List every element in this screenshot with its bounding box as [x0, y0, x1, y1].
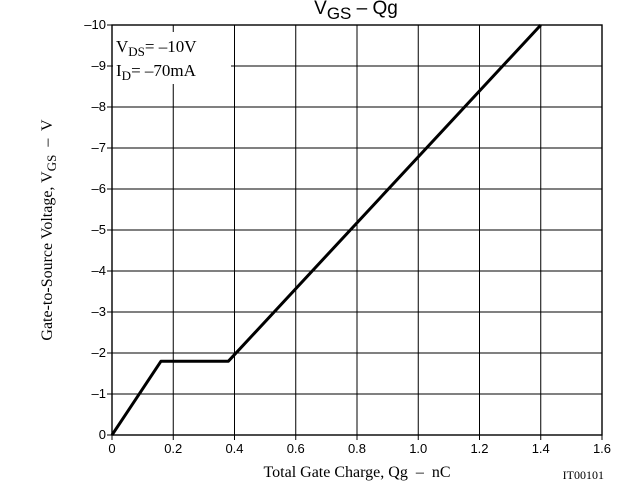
grid-lines — [112, 25, 602, 435]
y-tick-label: 0 — [99, 427, 106, 442]
x-tick-labels: 0 0.2 0.4 0.6 0.8 1.0 1.2 1.4 1.6 — [108, 441, 611, 456]
y-tick-label: –3 — [92, 304, 106, 319]
y-axis-label: Gate-to-Source Voltage, VGS – V — [39, 119, 59, 341]
x-tick-label: 0.6 — [287, 441, 305, 456]
x-tick-label: 0.8 — [348, 441, 366, 456]
x-tick-label: 0.4 — [225, 441, 243, 456]
y-tick-label: –8 — [92, 99, 106, 114]
series-group — [110, 23, 542, 436]
x-tick-label: 1.2 — [470, 441, 488, 456]
y-tick-label: –10 — [84, 17, 106, 32]
x-tick-label: 0.2 — [164, 441, 182, 456]
y-tick-label: –1 — [92, 386, 106, 401]
condition-vds: VDS= –10V — [116, 37, 197, 59]
tick-marks — [107, 24, 603, 440]
series-line — [110, 23, 542, 436]
chart-title: VGS – Qg — [314, 0, 398, 23]
y-tick-label: –6 — [92, 181, 106, 196]
x-axis-label: Total Gate Charge, Qg – nC — [264, 464, 451, 481]
x-tick-label: 1.6 — [593, 441, 611, 456]
x-tick-label: 1.4 — [532, 441, 550, 456]
y-tick-label: –5 — [92, 222, 106, 237]
y-tick-label: –2 — [92, 345, 106, 360]
condition-id: ID= –70mA — [116, 61, 197, 83]
y-tick-label: –7 — [92, 140, 106, 155]
conditions-box — [113, 32, 231, 84]
x-tick-label: 1.0 — [409, 441, 427, 456]
x-tick-label: 0 — [108, 441, 115, 456]
y-tick-labels: 0 –1 –2 –3 –4 –5 –6 –7 –8 –9 –10 — [84, 17, 106, 442]
figure-code: IT00101 — [563, 468, 604, 482]
y-tick-label: –9 — [92, 58, 106, 73]
y-tick-label: –4 — [92, 263, 106, 278]
